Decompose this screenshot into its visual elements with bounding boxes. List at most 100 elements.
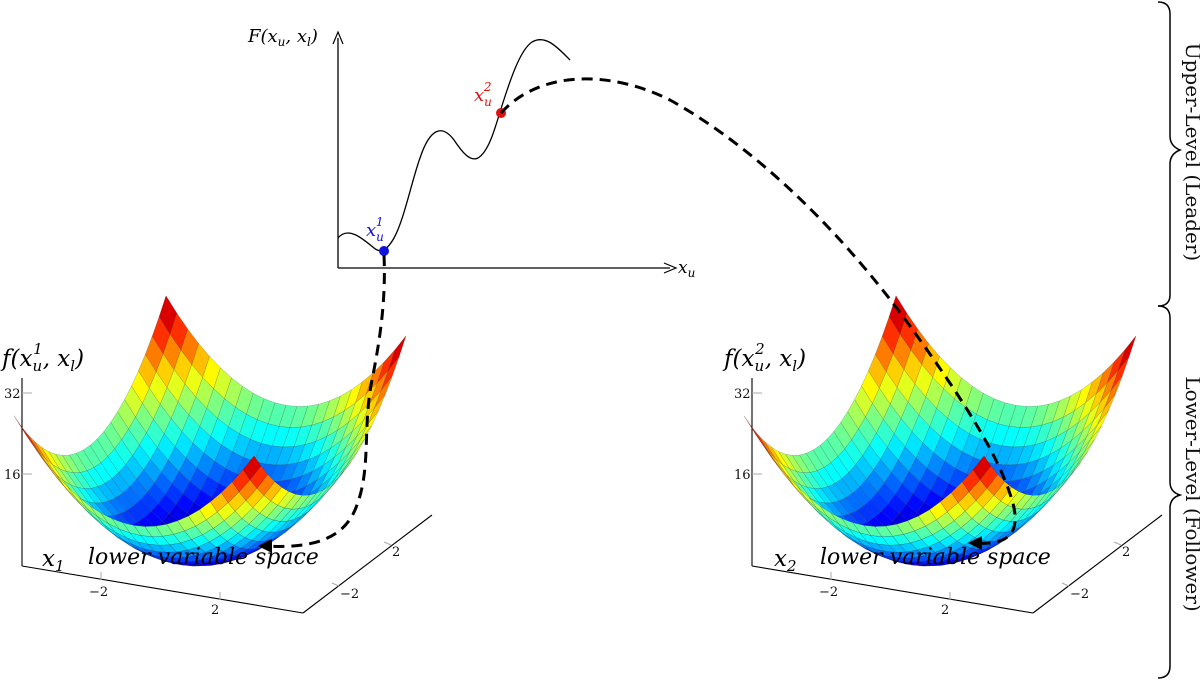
right-z-sup: 2 <box>754 340 765 358</box>
left-x-tick-label-2: 2 <box>211 603 219 618</box>
left-y-tick-label-neg2: −2 <box>340 587 359 602</box>
right-z-tick-label-16: 16 <box>734 468 751 483</box>
right-z-sub: u <box>754 357 764 375</box>
right-space-label: lower variable space <box>820 545 1051 570</box>
left-z-tick-label-16: 16 <box>4 468 21 483</box>
surface-patch <box>242 455 262 481</box>
left-x1-label: x1 <box>42 546 65 575</box>
left-z-close: ) <box>74 346 84 372</box>
xu1-base: x <box>366 220 376 241</box>
xu1-sub: u <box>376 230 384 244</box>
surface-patch <box>284 493 303 510</box>
upper-brace <box>1157 1 1183 307</box>
right-z-sub-l: l <box>792 357 797 375</box>
surface-patch <box>1020 494 1040 510</box>
surface-patch <box>277 491 296 509</box>
left-y-tick-neg2 <box>331 582 340 587</box>
left-path-arrowhead <box>258 539 272 553</box>
xu2-sup: 2 <box>483 80 492 94</box>
right-z-tick-label-32: 32 <box>734 387 751 402</box>
upper-y-label-sub-u: u <box>278 35 286 49</box>
right-x-axis <box>751 565 1034 614</box>
left-x-tick-label-neg2: −2 <box>89 585 108 600</box>
right-x-tick-label-neg2: −2 <box>819 585 838 600</box>
dashed-connections <box>261 77 1017 548</box>
lower-left-plot: 32 16 −2 2 2 −2 f(xu1, xl) x1 lower vari… <box>0 295 433 618</box>
upper-x-axis-label: xu <box>678 258 695 280</box>
right-x2-base: x <box>774 546 787 572</box>
left-x1-base: x <box>42 546 55 572</box>
right-y-axis <box>1032 514 1163 614</box>
right-z-f: f(x <box>722 346 754 372</box>
right-tick-marks <box>752 392 1122 600</box>
surface-patch <box>353 425 372 454</box>
right-x2-sub: 2 <box>786 557 797 575</box>
surface-patch <box>290 494 310 510</box>
left-z-sub-l: l <box>70 357 75 375</box>
left-z-tick-label-32: 32 <box>4 387 21 402</box>
left-z-f: f(x <box>0 346 32 372</box>
surface-patch <box>1027 492 1047 510</box>
right-path-arrowhead <box>968 536 982 550</box>
upper-y-arrowhead <box>332 30 344 45</box>
left-space-label: lower variable space <box>88 545 319 570</box>
right-z-axis-label: f(xu2, xl) <box>722 340 806 375</box>
right-y-tick-neg2 <box>1061 582 1070 587</box>
left-tick-marks <box>22 392 392 600</box>
right-surface <box>743 295 1137 567</box>
upper-y-label-mid: , x <box>285 26 307 47</box>
right-y-tick-2 <box>1113 541 1122 546</box>
surface-patch <box>256 474 276 496</box>
surface-patch <box>305 489 324 508</box>
xu1-sup: 1 <box>376 215 384 229</box>
surface-patch <box>263 481 282 502</box>
upper-level-label: Upper-Level (Leader) <box>1181 43 1200 261</box>
xu2-base: x <box>474 85 484 106</box>
surface-patch <box>986 474 1006 496</box>
left-y-axis <box>302 514 433 614</box>
left-x1-sub: 1 <box>55 557 65 575</box>
surface-patch <box>972 455 992 481</box>
right-x-tick-label-2: 2 <box>941 603 949 618</box>
left-z-sup: 1 <box>33 340 43 358</box>
surface-patch <box>27 434 46 460</box>
surface-patch <box>1117 335 1137 371</box>
lower-right-plot: 32 16 −2 2 2 −2 f(xu2, xl) x2 lower vari… <box>722 295 1163 618</box>
surface-patch <box>1048 479 1068 500</box>
right-x2-label: x2 <box>774 546 797 575</box>
upper-y-label-close: ) <box>310 26 318 47</box>
surface-patch <box>757 434 776 460</box>
surface-patch <box>249 465 269 489</box>
surface-patch <box>1042 485 1061 505</box>
dashed-path-to-left <box>261 254 386 548</box>
point-xu1-label: xu1 <box>366 215 384 244</box>
upper-level-plot: F(xu, xl) xu xu1 xu2 <box>247 26 695 280</box>
surface-patch <box>318 479 338 500</box>
point-xu2-label: xu2 <box>474 80 492 109</box>
left-y-tick-2 <box>383 541 392 546</box>
left-x-axis <box>21 565 304 614</box>
upper-y-axis-label: F(xu, xl) <box>247 26 318 49</box>
upper-y-label-f: F(x <box>247 26 278 47</box>
point-xu1-marker <box>379 246 389 256</box>
left-z-axis-label: f(xu1, xl) <box>0 340 84 375</box>
upper-x-label-sub: u <box>688 266 696 280</box>
surface-patch <box>387 335 407 371</box>
right-z-close: ) <box>796 346 806 372</box>
lower-brace <box>1157 305 1183 679</box>
lower-level-label: Lower-Level (Follower) <box>1181 376 1200 611</box>
right-y-tick-label-neg2: −2 <box>1070 587 1089 602</box>
left-z-sub: u <box>32 357 42 375</box>
left-surface <box>13 295 407 567</box>
upper-x-arrowhead <box>663 262 678 274</box>
upper-x-label-x: x <box>678 258 688 278</box>
right-y-tick-label-2: 2 <box>1122 545 1130 560</box>
upper-y-label-sub-l: l <box>307 35 311 49</box>
surface-patch <box>1055 471 1074 494</box>
left-z-rest: , x <box>43 346 71 372</box>
left-y-tick-label-2: 2 <box>392 545 400 560</box>
xu2-sub: u <box>484 95 492 109</box>
side-braces <box>1157 1 1183 679</box>
surface-patch <box>270 486 289 506</box>
